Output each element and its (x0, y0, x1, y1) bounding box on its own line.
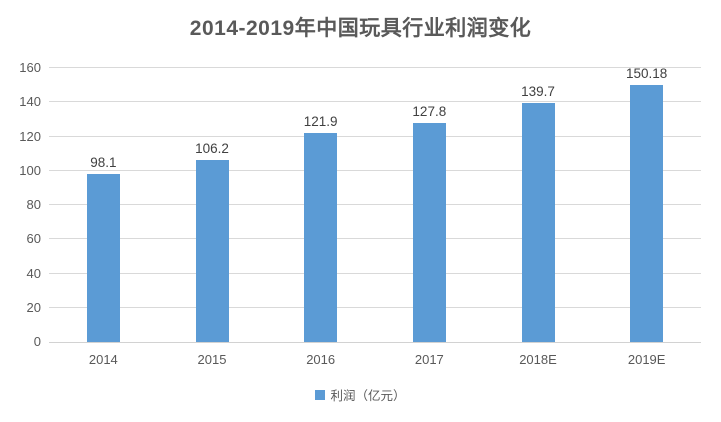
y-axis-label: 60 (26, 231, 41, 247)
gridline (49, 169, 701, 171)
bar-2017 (412, 123, 446, 342)
bar-2018E (521, 103, 555, 342)
bar-value-label: 106.2 (195, 141, 229, 156)
y-axis-label: 0 (33, 334, 41, 349)
y-axis-label: 80 (26, 197, 41, 212)
gridline (49, 306, 701, 308)
x-axis-label: 2016 (306, 352, 336, 367)
gridline (49, 67, 701, 68)
gridline (49, 272, 701, 274)
y-axis-label: 120 (19, 128, 41, 144)
y-axis-label: 100 (19, 162, 41, 178)
bar-value-label: 98.1 (90, 155, 117, 170)
legend: 利润（亿元） (0, 385, 721, 404)
gridline (49, 238, 701, 240)
bar-value-label: 121.9 (303, 114, 338, 129)
legend-marker (315, 389, 326, 400)
plot-area: 98.1 106.2 121.9 127.8 139.7 150.18 (49, 66, 701, 343)
x-axis: 2014 2015 2016 2017 2018E 2019E (49, 352, 701, 370)
bar-value-label: 139.7 (521, 84, 555, 99)
y-axis-label: 160 (19, 60, 41, 75)
bar-2014 (86, 174, 120, 342)
bar-2019E (630, 85, 664, 342)
x-axis-label: 2018E (519, 352, 557, 367)
gridline (49, 135, 701, 137)
y-axis-label: 140 (19, 94, 41, 110)
gridline (49, 204, 701, 205)
bar-value-label: 127.8 (412, 104, 447, 119)
bar-2015 (195, 160, 229, 342)
x-axis-label: 2017 (414, 352, 444, 367)
chart-title: 2014-2019年中国玩具行业利润变化 (189, 17, 532, 40)
bar-2016 (304, 133, 338, 342)
x-axis-label: 2019E (627, 352, 666, 367)
bar-value-label: 150.18 (626, 66, 668, 81)
x-axis-label: 2015 (197, 352, 227, 367)
y-axis-label: 20 (26, 299, 41, 315)
y-axis: 0 20 40 60 80 100 120 140 160 (0, 60, 41, 349)
x-axis-label: 2014 (88, 352, 118, 367)
gridline (49, 101, 701, 103)
y-axis-label: 40 (26, 265, 41, 281)
legend-label: 利润（亿元） (330, 389, 406, 403)
